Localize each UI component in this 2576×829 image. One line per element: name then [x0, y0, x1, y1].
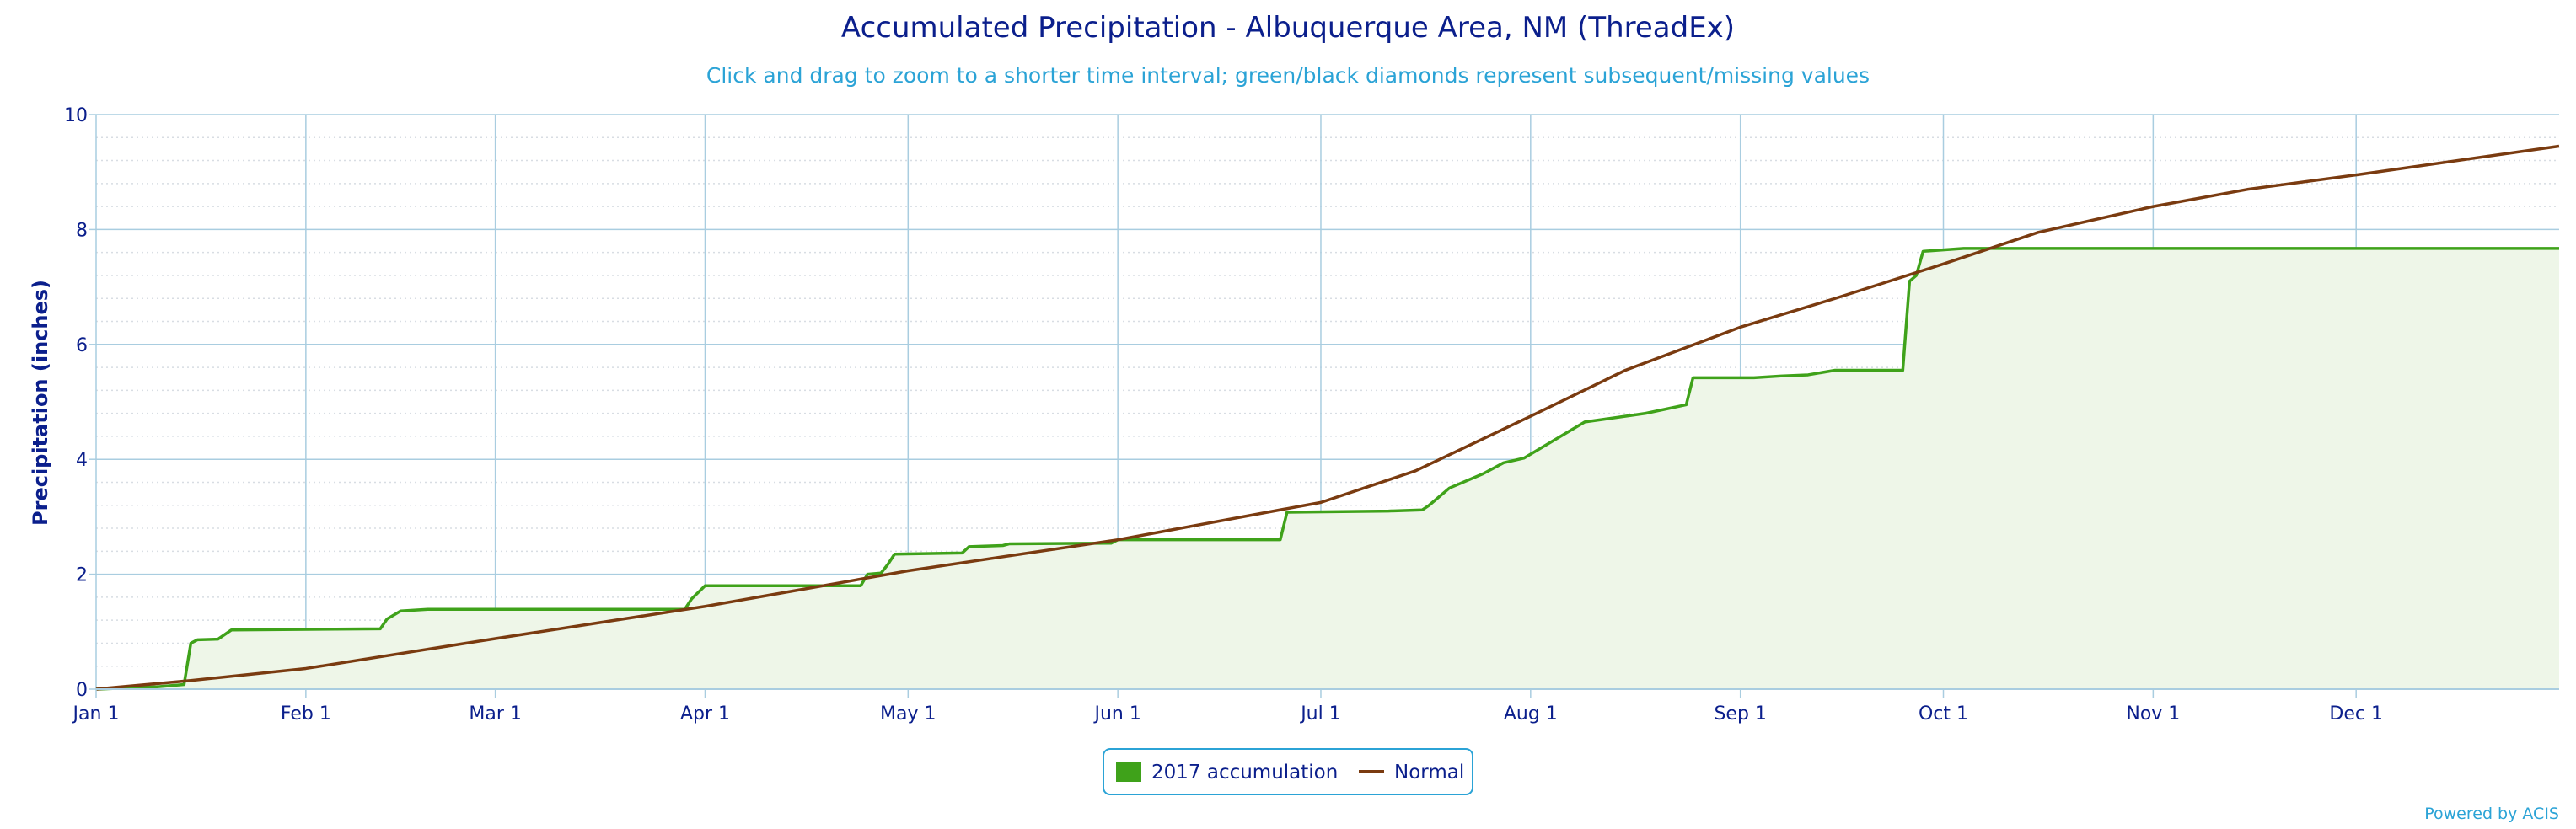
- y-tick-label: 2: [76, 565, 88, 586]
- x-tick-label: Oct 1: [1919, 703, 1968, 725]
- x-tick-label: Feb 1: [281, 703, 331, 725]
- x-tick-label: Sep 1: [1714, 703, 1766, 725]
- normal-line: [95, 144, 2560, 691]
- x-tick-label: Dec 1: [2329, 703, 2383, 725]
- y-tick-label: 0: [76, 680, 88, 701]
- y-axis-label: Precipitation (inches): [29, 280, 52, 526]
- x-tick-label: Nov 1: [2126, 703, 2180, 725]
- accumulation-area: [96, 248, 2559, 689]
- legend-label-normal: Normal: [1394, 762, 1464, 784]
- legend[interactable]: 2017 accumulation Normal: [1103, 748, 1473, 795]
- chart-title: Accumulated Precipitation - Albuquerque …: [841, 11, 1735, 45]
- minor-gridlines: [96, 136, 2559, 667]
- legend-swatch-accumulation: [1116, 762, 1141, 782]
- axis-layer: 0 2 4 6 8 10 Jan 1 Feb 1 Mar 1 Apr 1 May 1 Jun 1 Jul…: [64, 105, 2559, 725]
- legend-box: [1103, 748, 1473, 795]
- x-tick-label: Jan 1: [72, 703, 120, 725]
- legend-item-accumulation[interactable]: 2017 accumulation: [1116, 762, 1338, 784]
- y-tick-label: 10: [64, 105, 88, 126]
- y-tick-label: 8: [76, 220, 88, 241]
- y-tick-label: 4: [76, 450, 88, 471]
- chart-subtitle: Click and drag to zoom to a shorter time…: [706, 63, 1870, 88]
- x-tick-label: Jul 1: [1299, 703, 1341, 725]
- credit-link[interactable]: Powered by ACIS: [2424, 805, 2559, 823]
- legend-item-normal[interactable]: Normal: [1359, 762, 1464, 784]
- x-tick-label: May 1: [880, 703, 936, 725]
- x-tick-label: Apr 1: [680, 703, 730, 725]
- x-tick-label: Aug 1: [1504, 703, 1558, 725]
- x-tick-label: Jun 1: [1092, 703, 1140, 725]
- x-tick-label: Mar 1: [469, 703, 522, 725]
- series-layer: [95, 144, 2560, 691]
- y-tick-label: 6: [76, 335, 88, 356]
- legend-label-accumulation: 2017 accumulation: [1151, 762, 1338, 784]
